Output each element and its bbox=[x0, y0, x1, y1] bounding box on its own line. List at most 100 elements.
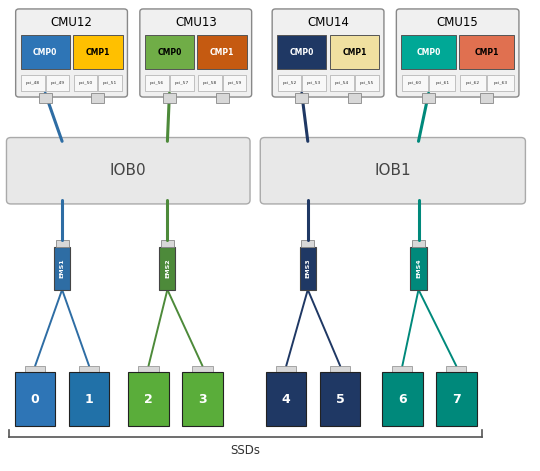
Bar bbox=[46, 75, 69, 91]
Bar bbox=[192, 366, 213, 372]
Bar bbox=[138, 366, 159, 372]
Bar bbox=[401, 35, 456, 69]
Text: CMU14: CMU14 bbox=[307, 16, 349, 29]
Text: 3: 3 bbox=[198, 393, 207, 406]
Text: pci_52: pci_52 bbox=[282, 81, 296, 85]
Text: pci_48: pci_48 bbox=[26, 81, 40, 85]
Text: 6: 6 bbox=[398, 393, 407, 406]
Text: pci_60: pci_60 bbox=[408, 81, 422, 85]
Text: CMP0: CMP0 bbox=[33, 48, 57, 57]
FancyBboxPatch shape bbox=[16, 9, 127, 97]
Bar bbox=[320, 372, 361, 426]
Bar bbox=[163, 93, 176, 103]
Text: CMP0: CMP0 bbox=[416, 48, 441, 57]
Bar bbox=[300, 247, 316, 290]
Bar bbox=[25, 366, 45, 372]
Text: 5: 5 bbox=[336, 393, 345, 406]
Bar bbox=[348, 93, 361, 103]
Text: pci_57: pci_57 bbox=[174, 81, 189, 85]
Bar bbox=[145, 35, 194, 69]
Bar bbox=[69, 372, 109, 426]
Text: CMP1: CMP1 bbox=[86, 48, 110, 57]
Bar bbox=[278, 75, 301, 91]
Text: CMP1: CMP1 bbox=[342, 48, 367, 57]
Bar bbox=[436, 372, 477, 426]
Bar bbox=[183, 372, 223, 426]
Text: pci_54: pci_54 bbox=[335, 81, 349, 85]
Bar bbox=[429, 75, 455, 91]
Bar bbox=[487, 75, 514, 91]
Text: EMS4: EMS4 bbox=[416, 259, 421, 278]
Text: EMS2: EMS2 bbox=[165, 259, 170, 278]
Text: pci_56: pci_56 bbox=[150, 81, 164, 85]
Bar bbox=[460, 35, 514, 69]
Bar bbox=[21, 75, 45, 91]
Text: 0: 0 bbox=[31, 393, 39, 406]
Bar bbox=[446, 366, 467, 372]
Bar bbox=[98, 75, 122, 91]
Bar bbox=[277, 35, 326, 69]
Bar bbox=[73, 75, 97, 91]
Text: pci_49: pci_49 bbox=[51, 81, 65, 85]
Text: pci_61: pci_61 bbox=[435, 81, 449, 85]
Bar bbox=[402, 75, 428, 91]
Text: pci_58: pci_58 bbox=[202, 81, 217, 85]
Bar bbox=[392, 366, 413, 372]
Bar bbox=[301, 240, 314, 247]
FancyBboxPatch shape bbox=[272, 9, 384, 97]
Text: IOB0: IOB0 bbox=[110, 163, 146, 178]
Text: CMU15: CMU15 bbox=[437, 16, 478, 29]
Text: 7: 7 bbox=[452, 393, 461, 406]
Text: pci_51: pci_51 bbox=[103, 81, 117, 85]
Bar bbox=[355, 75, 379, 91]
Text: pci_53: pci_53 bbox=[307, 81, 321, 85]
Text: CMU13: CMU13 bbox=[175, 16, 217, 29]
Bar bbox=[460, 75, 486, 91]
Bar bbox=[79, 366, 99, 372]
Bar bbox=[302, 75, 326, 91]
Bar bbox=[161, 240, 174, 247]
Bar bbox=[73, 35, 123, 69]
Text: 4: 4 bbox=[282, 393, 291, 406]
Bar bbox=[412, 240, 425, 247]
Bar bbox=[295, 93, 308, 103]
Bar bbox=[215, 93, 228, 103]
Bar bbox=[15, 372, 56, 426]
Text: EMS1: EMS1 bbox=[59, 259, 65, 278]
Bar bbox=[198, 75, 221, 91]
Text: EMS3: EMS3 bbox=[305, 259, 310, 278]
Bar bbox=[330, 366, 350, 372]
FancyBboxPatch shape bbox=[6, 138, 250, 204]
Text: CMP1: CMP1 bbox=[475, 48, 499, 57]
Bar bbox=[91, 93, 104, 103]
Bar bbox=[129, 372, 168, 426]
Bar bbox=[329, 35, 379, 69]
Bar bbox=[39, 93, 52, 103]
Text: CMP1: CMP1 bbox=[210, 48, 234, 57]
Bar bbox=[266, 372, 307, 426]
Text: CMU12: CMU12 bbox=[51, 16, 92, 29]
Bar bbox=[382, 372, 423, 426]
Text: pci_55: pci_55 bbox=[360, 81, 374, 85]
Bar bbox=[480, 93, 493, 103]
Bar bbox=[222, 75, 246, 91]
Bar bbox=[198, 35, 247, 69]
Text: CMP0: CMP0 bbox=[157, 48, 181, 57]
Text: pci_50: pci_50 bbox=[78, 81, 93, 85]
Bar bbox=[330, 75, 354, 91]
Text: pci_62: pci_62 bbox=[466, 81, 480, 85]
FancyBboxPatch shape bbox=[396, 9, 519, 97]
Text: pci_63: pci_63 bbox=[494, 81, 508, 85]
Text: IOB1: IOB1 bbox=[375, 163, 411, 178]
Bar bbox=[422, 93, 435, 103]
Bar bbox=[54, 247, 70, 290]
Text: 2: 2 bbox=[144, 393, 153, 406]
Text: SSDs: SSDs bbox=[231, 444, 261, 457]
Bar bbox=[170, 75, 194, 91]
Text: pci_59: pci_59 bbox=[227, 81, 241, 85]
Bar bbox=[410, 247, 427, 290]
Bar bbox=[56, 240, 69, 247]
FancyBboxPatch shape bbox=[260, 138, 525, 204]
Bar bbox=[276, 366, 296, 372]
FancyBboxPatch shape bbox=[140, 9, 252, 97]
